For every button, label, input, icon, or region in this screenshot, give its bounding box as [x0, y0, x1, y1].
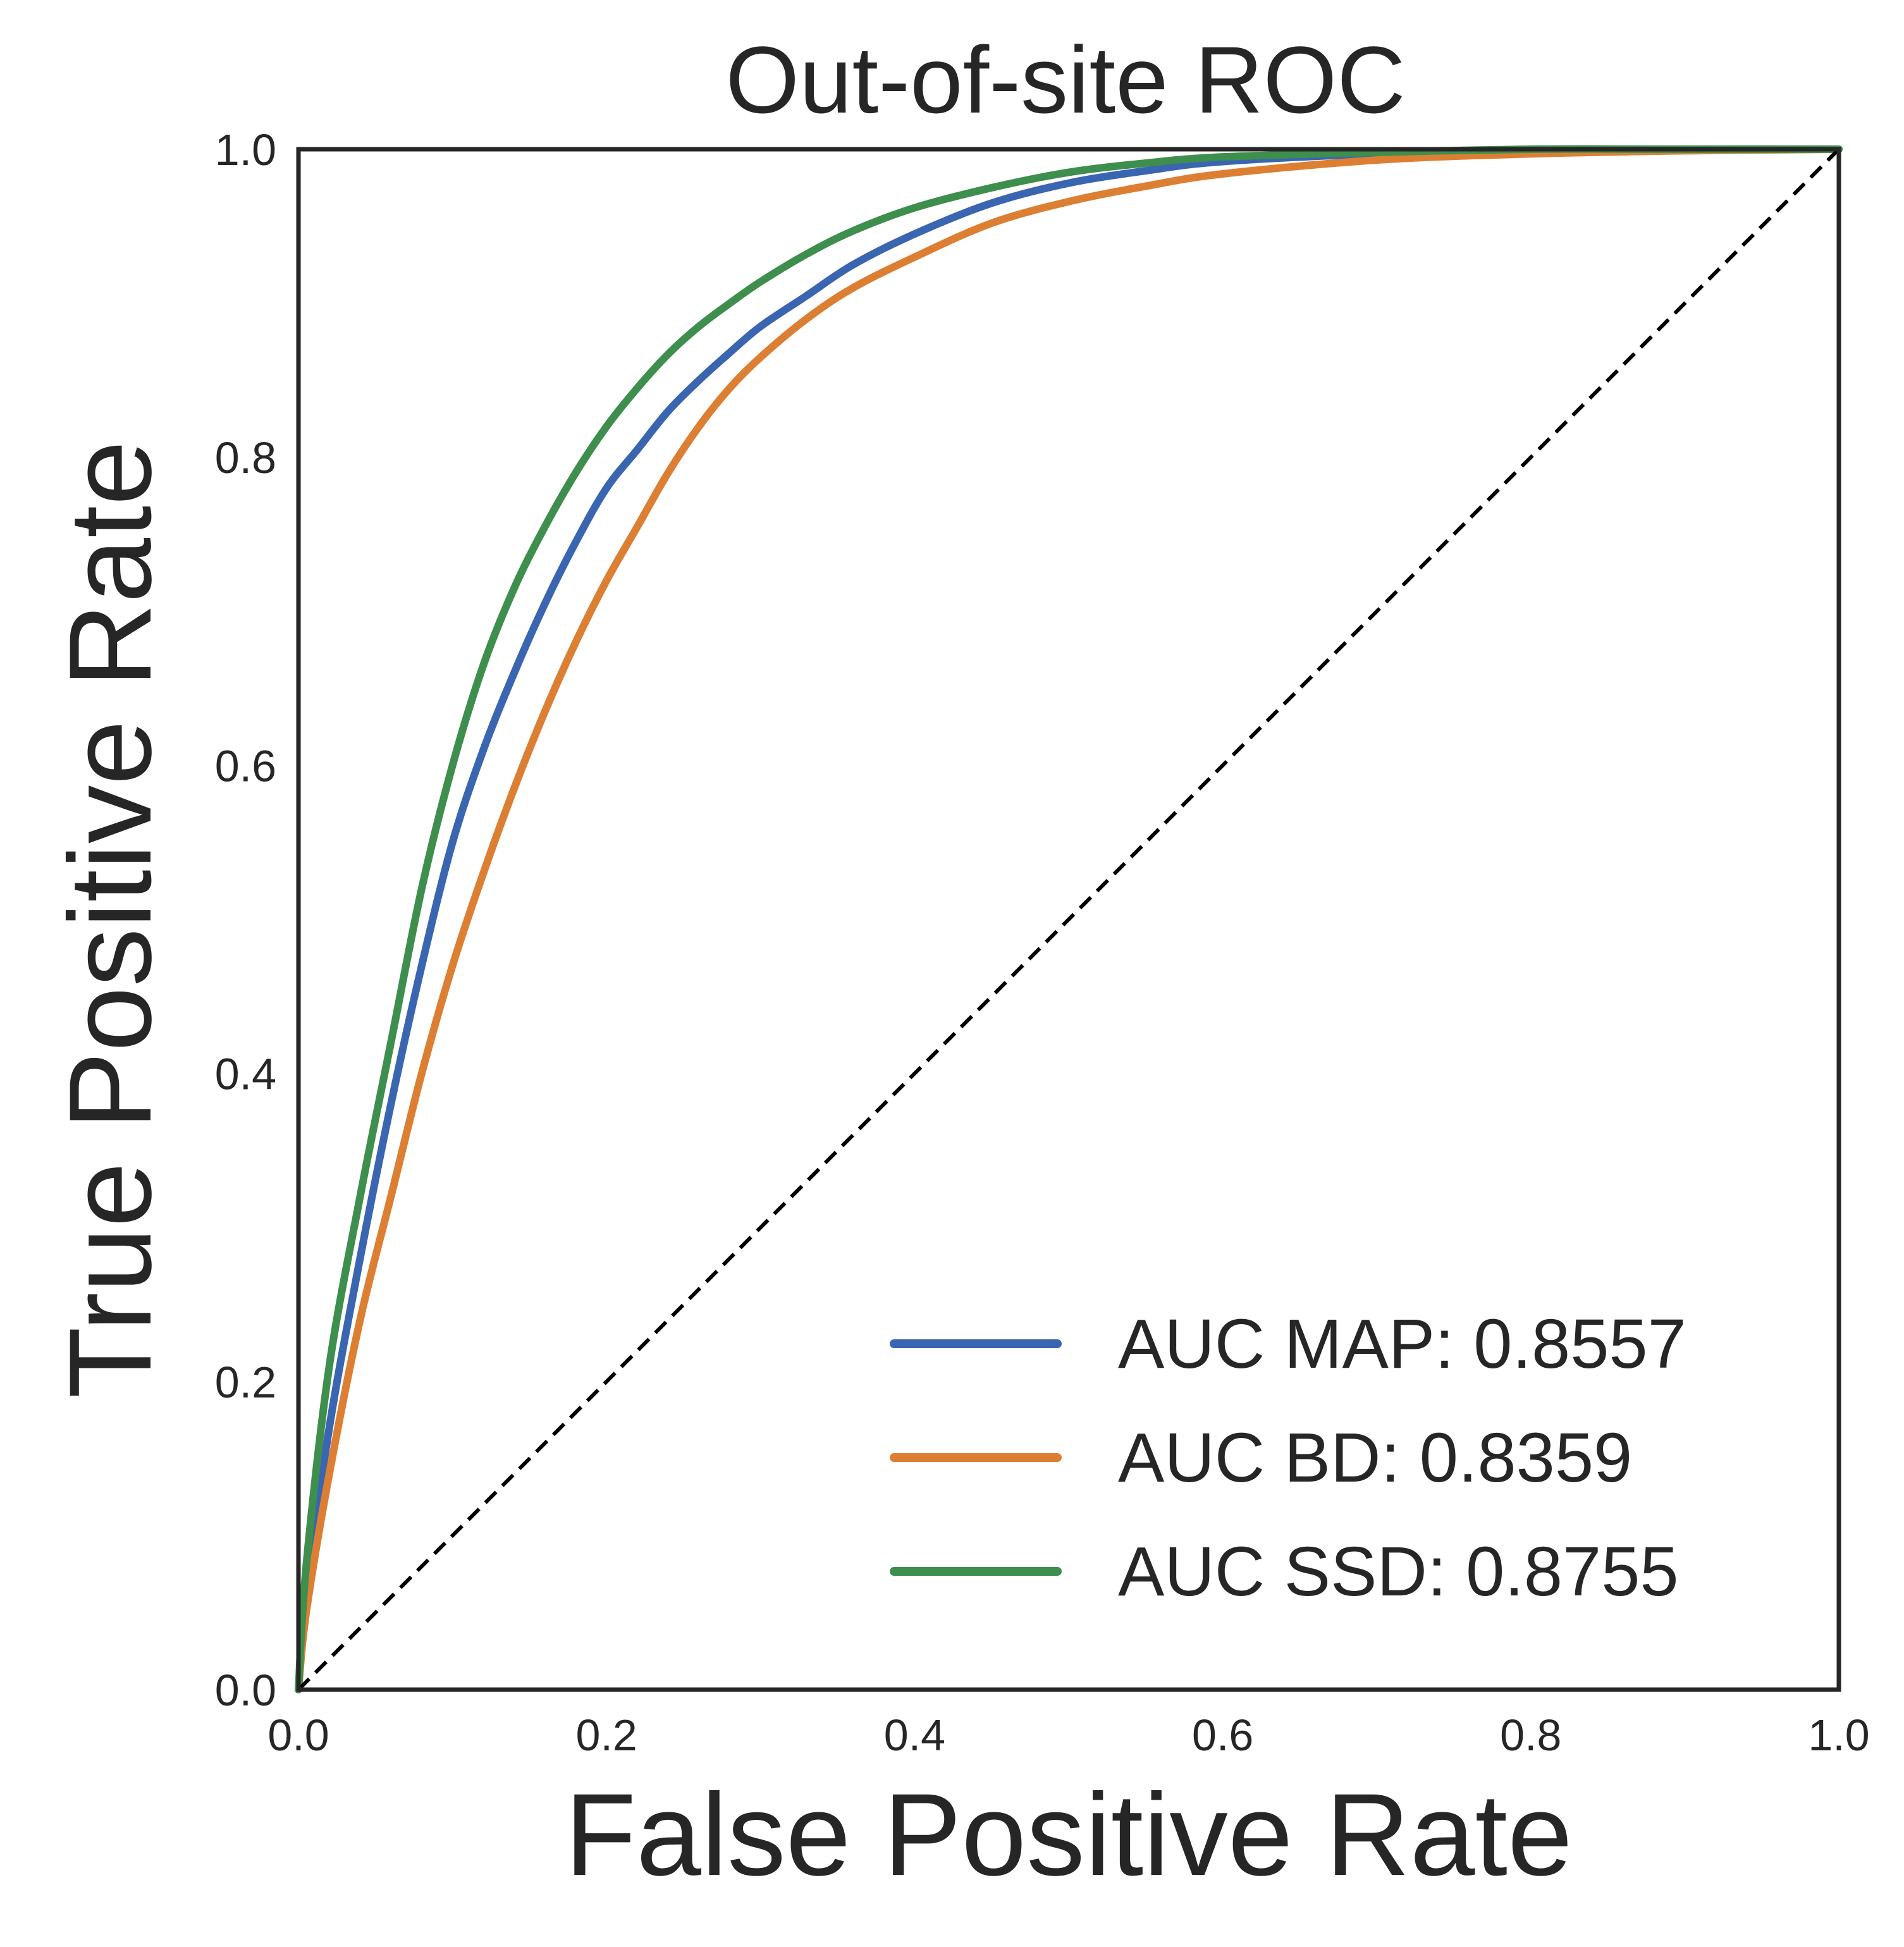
x-tick-label: 0.8 — [1500, 1711, 1561, 1760]
x-tick-label: 1.0 — [1808, 1711, 1869, 1760]
x-tick-label: 0.0 — [267, 1711, 329, 1760]
legend-item: AUC SSD: 0.8755 — [890, 1533, 1679, 1611]
legend-item: AUC MAP: 0.8557 — [890, 1305, 1686, 1383]
y-tick-label: 0.8 — [215, 433, 276, 482]
y-tick-label: 0.0 — [215, 1666, 276, 1715]
series-line-diagonal-reference — [297, 147, 1841, 1692]
y-tick-label: 0.2 — [215, 1358, 276, 1407]
legend-label: AUC SSD: 0.8755 — [1118, 1533, 1679, 1611]
x-tick-label: 0.4 — [884, 1711, 945, 1760]
x-tick-label: 0.6 — [1192, 1711, 1253, 1760]
legend-label: AUC BD: 0.8359 — [1118, 1419, 1632, 1497]
series-line-auc-bd — [295, 145, 1843, 1693]
plot-frame — [296, 147, 1841, 1692]
y-axis-label: True Positive Rate — [46, 441, 176, 1399]
x-tick-label: 0.2 — [576, 1711, 637, 1760]
series-line-auc-ssd — [295, 145, 1843, 1693]
legend-item: AUC BD: 0.8359 — [890, 1419, 1632, 1497]
legend: AUC MAP: 0.8557 AUC BD: 0.8359 AUC SSD: 0.… — [890, 1305, 1686, 1611]
y-tick-label: 0.6 — [215, 741, 276, 790]
y-tick-label: 1.0 — [215, 125, 276, 175]
series-layer — [295, 145, 1843, 1693]
y-tick-labels: 0.0 0.2 0.4 0.6 0.8 1.0 — [215, 125, 276, 1715]
x-tick-labels: 0.0 0.2 0.4 0.6 0.8 1.0 — [267, 1711, 1869, 1760]
x-axis-label: False Positive Rate — [565, 1770, 1573, 1900]
y-tick-label: 0.4 — [215, 1050, 276, 1099]
chart-title: Out-of-site ROC — [725, 27, 1405, 133]
legend-label: AUC MAP: 0.8557 — [1118, 1305, 1686, 1383]
